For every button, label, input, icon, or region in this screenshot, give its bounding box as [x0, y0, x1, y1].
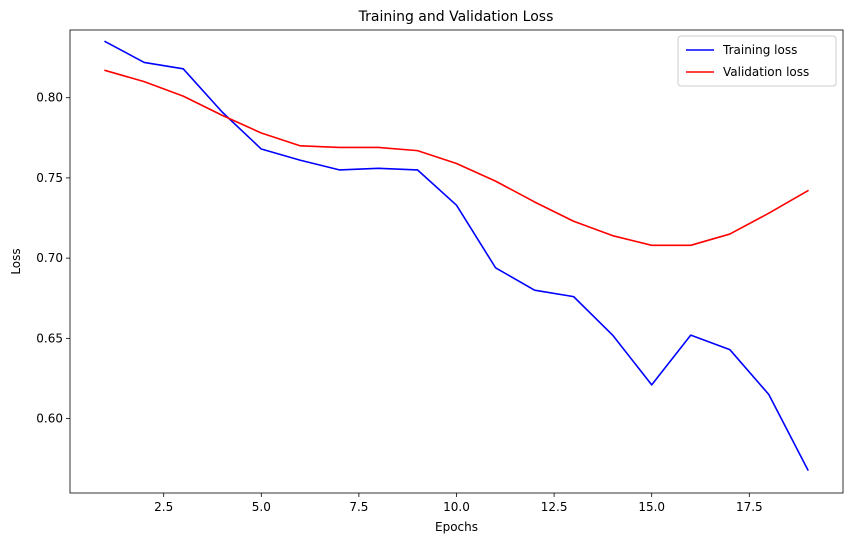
x-tick-label: 5.0	[252, 500, 271, 514]
x-tick-label: 17.5	[736, 500, 763, 514]
plot-lines	[104, 40, 809, 471]
y-tick-label: 0.70	[36, 251, 63, 265]
y-tick-label: 0.60	[36, 412, 63, 426]
y-axis: 0.60 0.65 0.70 0.75 0.80	[36, 91, 70, 426]
legend: Training loss Validation loss	[677, 35, 837, 87]
x-tick-label: 2.5	[154, 500, 173, 514]
y-tick-label: 0.80	[36, 91, 63, 105]
series-line-training-loss	[104, 40, 809, 471]
x-axis-label: Epochs	[435, 520, 478, 534]
series-line-validation-loss	[104, 69, 809, 247]
x-tick-label: 7.5	[349, 500, 368, 514]
legend-label: Training loss	[722, 43, 797, 57]
x-axis: 2.5 5.0 7.5 10.0 12.5 15.0 17.5	[154, 493, 763, 514]
y-axis-label: Loss	[9, 248, 23, 274]
legend-label: Validation loss	[723, 65, 809, 79]
x-tick-label: 12.5	[541, 500, 568, 514]
x-tick-label: 10.0	[443, 500, 470, 514]
y-tick-label: 0.65	[36, 331, 63, 345]
plot-frame	[69, 29, 844, 494]
chart-title: Training and Validation Loss	[358, 9, 554, 25]
x-tick-label: 15.0	[638, 500, 665, 514]
y-tick-label: 0.75	[36, 171, 63, 185]
legend-box	[677, 35, 837, 87]
